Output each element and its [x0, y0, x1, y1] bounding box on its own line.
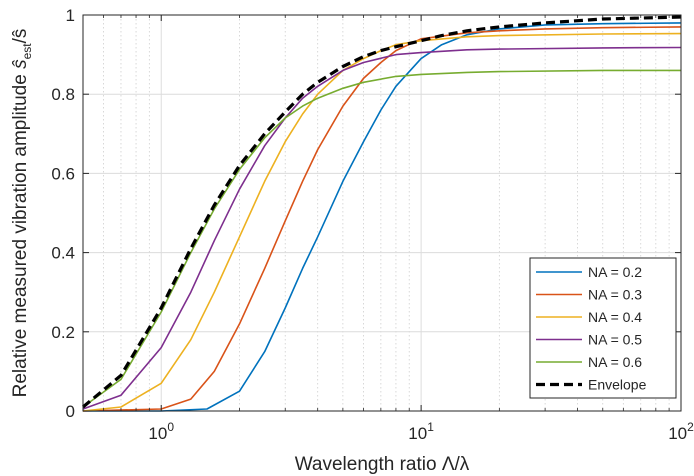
y-tick-label: 1 [66, 6, 75, 25]
y-tick-labels: 0 0.2 0.4 0.6 0.8 1 [51, 6, 75, 421]
x-axis-label: Wavelength ratio Λ/λ [295, 454, 470, 475]
y-tick-label: 0.4 [51, 244, 75, 263]
y-tick-label: 0.2 [51, 323, 75, 342]
legend-label: NA = 0.4 [588, 309, 642, 325]
y-axis-label-subscript: est [20, 43, 34, 60]
x-tick-labels: 100 101 102 [148, 420, 694, 443]
legend-label: NA = 0.3 [588, 287, 642, 303]
legend-label: NA = 0.6 [588, 354, 642, 370]
series-line-na-0-3 [82, 26, 682, 412]
series-line-na-0-4 [82, 32, 682, 412]
legend-label: NA = 0.5 [588, 332, 642, 348]
y-axis-label-tail: /ŝ [10, 29, 31, 44]
plot-frame [82, 14, 682, 412]
legend: NA = 0.2 NA = 0.3 NA = 0.4 NA = 0.5 NA = 0.6… [529, 257, 677, 399]
x-tick-label: 101 [408, 420, 434, 443]
x-tick-label: 100 [148, 420, 174, 443]
y-axis-label-main: Relative measured vibration amplitude [10, 69, 31, 397]
legend-box [529, 257, 677, 399]
legend-label: NA = 0.2 [588, 264, 642, 280]
y-axis-label: Relative measured vibration amplitude ŝe… [10, 29, 34, 398]
y-tick-label: 0.6 [51, 164, 75, 183]
tick-marks [82, 14, 682, 412]
series-line-envelope [81, 15, 682, 409]
x-tick-label: 102 [668, 420, 694, 443]
y-tick-label: 0.8 [51, 85, 75, 104]
series-line-na-0-6 [82, 69, 681, 408]
series-layer [81, 15, 682, 412]
series-line-na-0-5 [82, 46, 682, 410]
legend-label: Envelope [588, 377, 647, 393]
series-line-na-0-2 [83, 22, 682, 412]
y-axis-label-symbol: ŝ [10, 59, 31, 69]
y-tick-label: 0 [66, 402, 75, 421]
